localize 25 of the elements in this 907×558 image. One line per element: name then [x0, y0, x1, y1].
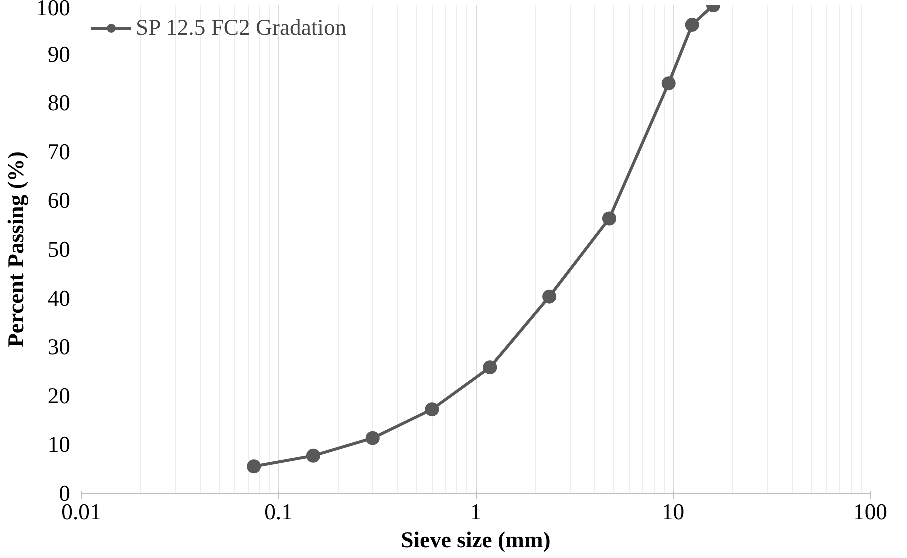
y-tick-label: 30 — [48, 334, 70, 360]
point — [247, 460, 262, 474]
point — [602, 212, 616, 226]
x-axis-title: Sieve size (mm) — [401, 528, 551, 552]
point — [483, 360, 498, 375]
point — [425, 402, 440, 417]
point — [306, 448, 320, 463]
y-tick-label: 70 — [48, 139, 70, 164]
x-tick-label: 0.1 — [264, 500, 293, 524]
y-tick-label: 90 — [48, 42, 70, 67]
x-tick-label: 1 — [470, 500, 482, 524]
y-tick-label: 40 — [48, 286, 70, 311]
x-tick-label: 10 — [662, 500, 685, 524]
point — [662, 76, 676, 91]
y-tick-label: 50 — [48, 237, 70, 262]
point — [542, 290, 557, 304]
y-axis-title: Percent Passing (%) — [4, 152, 29, 348]
y-tick-label: 80 — [48, 90, 70, 116]
x-tick-label: 100 — [854, 500, 888, 524]
point — [366, 431, 380, 446]
y-tick-label: 60 — [48, 188, 70, 214]
y-tick-label: 10 — [48, 432, 70, 458]
y-tick-label: 20 — [48, 383, 70, 408]
legend-label: SP 12.5 FC2 Gradation — [136, 15, 347, 41]
y-tick-label: 100 — [36, 0, 70, 20]
